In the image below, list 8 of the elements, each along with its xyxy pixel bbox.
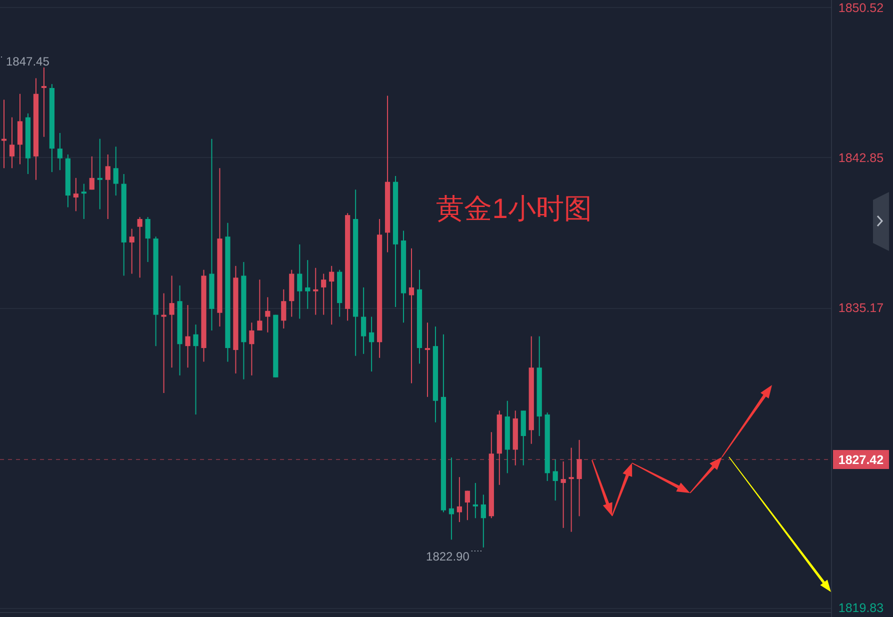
text: 黄金1小时图 (436, 193, 592, 224)
y-tick-label: 1850.52 (838, 0, 884, 15)
price-tag: 1827.42 (833, 450, 889, 469)
y-tick-label: 1835.17 (838, 301, 884, 316)
ref-line-label: 1827.42 (838, 453, 884, 467)
y-tick-label: 1819.83 (838, 601, 884, 616)
annotation: 1822.90 (426, 549, 470, 564)
y-tick-label: 1842.85 (838, 150, 884, 165)
